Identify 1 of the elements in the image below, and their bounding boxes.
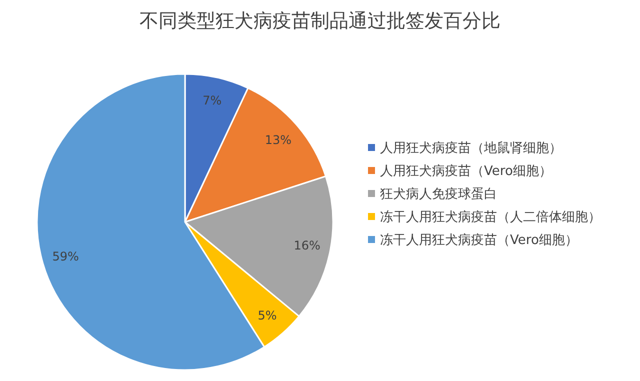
title: 不同类型狂犬病疫苗制品通过批签发百分比	[140, 10, 500, 32]
